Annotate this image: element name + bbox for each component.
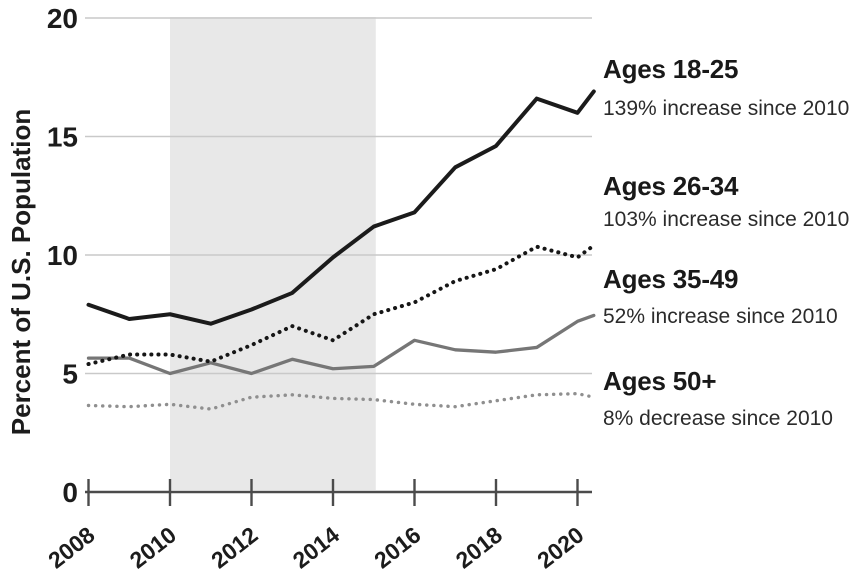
series-line-ages-35-49: [86, 313, 596, 376]
y-tick-label: 10: [47, 240, 78, 271]
y-tick-label: 20: [47, 3, 78, 34]
y-tick-label: 15: [47, 122, 78, 153]
legend-title-ages-50-plus: Ages 50+: [603, 366, 717, 396]
shaded-band: [170, 17, 376, 490]
y-axis-title: Percent of U.S. Population: [6, 109, 36, 435]
legend-subtitle-ages-26-34: 103% increase since 2010: [603, 208, 850, 231]
legend-subtitle-ages-35-49: 52% increase since 2010: [603, 305, 838, 328]
x-tick-label: 2014: [288, 521, 344, 573]
y-tick-label: 0: [62, 477, 78, 508]
legend-title-ages-18-25: Ages 18-25: [603, 54, 739, 84]
x-tick-label: 2018: [451, 521, 507, 573]
x-tick-label: 2016: [369, 521, 425, 573]
legend-subtitle-ages-18-25: 139% increase since 2010: [603, 97, 850, 120]
series-line-ages-26-34: [86, 243, 596, 367]
series-line-ages-18-25: [86, 89, 596, 326]
y-tick-label: 5: [62, 359, 78, 390]
legend-title-ages-35-49: Ages 35-49: [603, 264, 739, 294]
x-tick-label: 2008: [43, 521, 99, 573]
x-tick-label: 2010: [125, 521, 181, 573]
x-tick-label: 2020: [532, 521, 588, 573]
legend-title-ages-26-34: Ages 26-34: [603, 171, 739, 201]
x-tick-label: 2012: [206, 521, 262, 573]
legend-subtitle-ages-50-plus: 8% decrease since 2010: [603, 407, 833, 430]
